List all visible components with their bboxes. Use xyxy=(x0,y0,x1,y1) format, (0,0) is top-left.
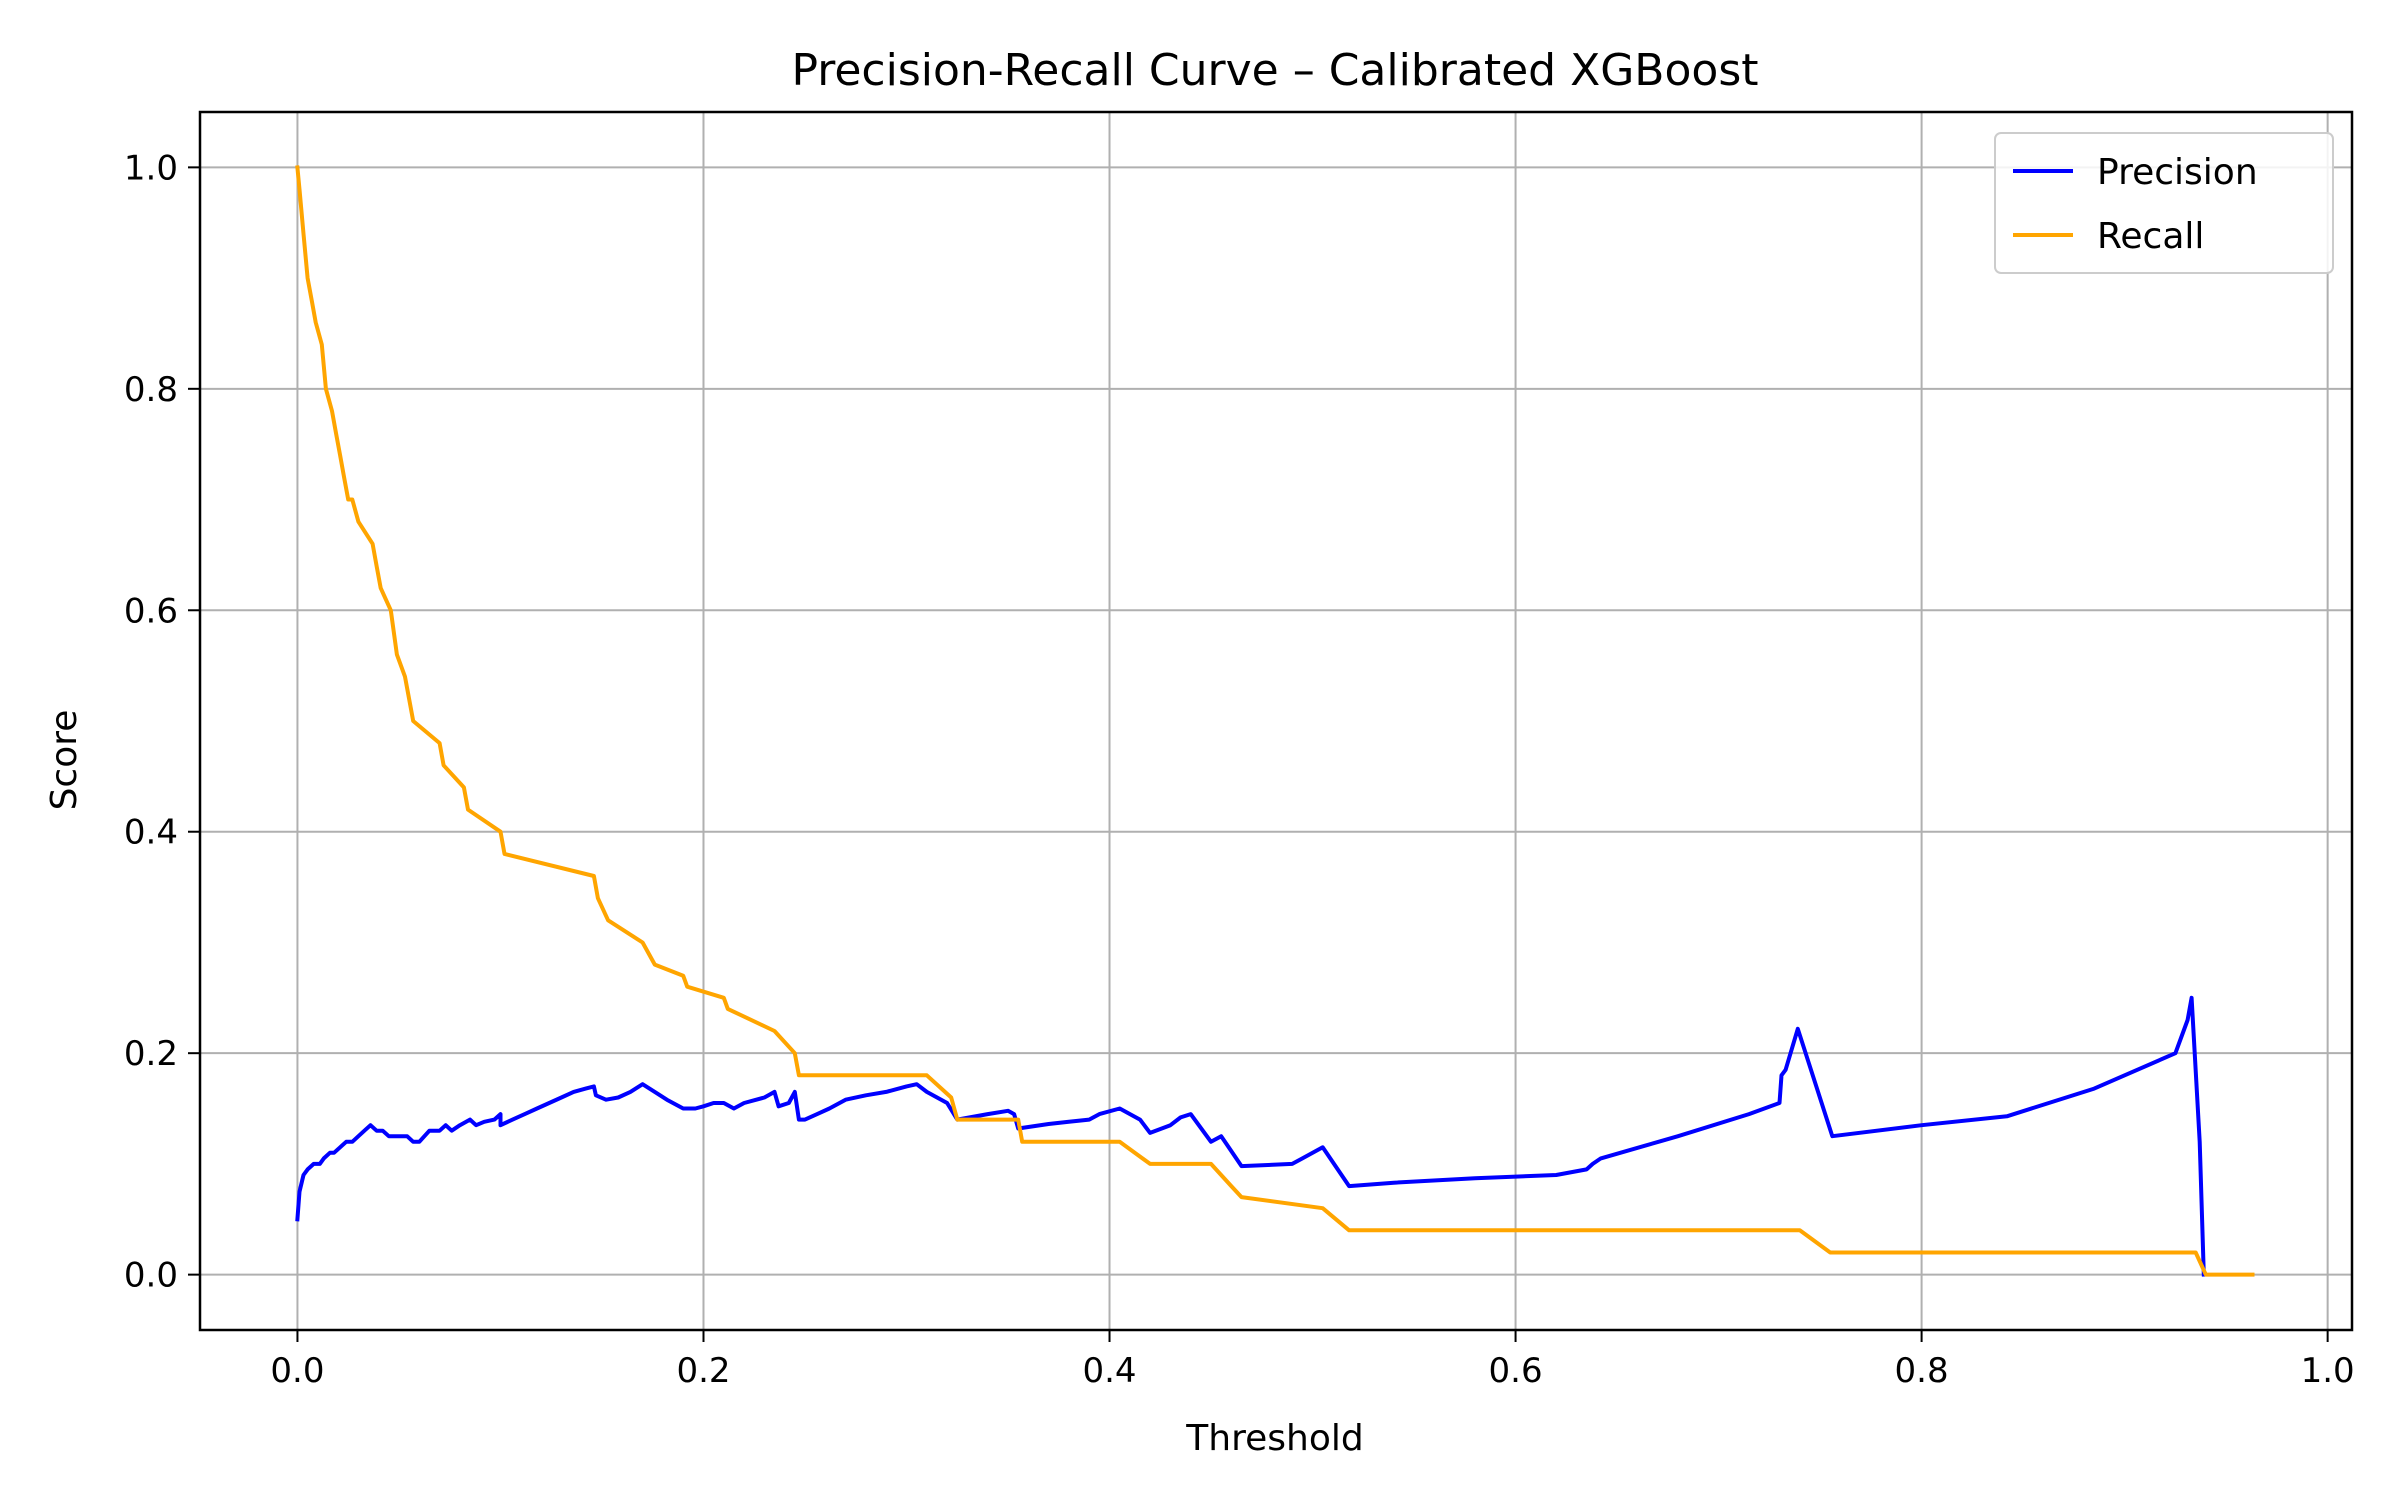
series-layer xyxy=(295,165,2255,1277)
legend-label-precision: Precision xyxy=(2097,152,2258,193)
x-tick-label: 0.8 xyxy=(1895,1351,1949,1391)
y-tick-label: 0.2 xyxy=(124,1034,178,1074)
x-tick-label: 0.0 xyxy=(270,1351,324,1391)
recall-line xyxy=(295,165,2255,1277)
x-axis-label: Threshold xyxy=(1185,1418,1363,1459)
y-tick-label: 0.8 xyxy=(124,370,178,410)
x-tick-label: 1.0 xyxy=(2301,1351,2355,1391)
legend: Precision Recall xyxy=(1994,132,2334,274)
plot-frame xyxy=(198,110,2354,1332)
x-tick-label: 0.2 xyxy=(676,1351,730,1391)
legend-label-recall: Recall xyxy=(2097,216,2204,257)
chart-title: Precision-Recall Curve – Calibrated XGBo… xyxy=(791,45,1758,96)
legend-box xyxy=(1994,132,2334,274)
x-tick-label: 0.6 xyxy=(1489,1351,1543,1391)
y-tick-label: 0.0 xyxy=(124,1256,178,1296)
ticks-layer: 0.0 0.2 0.4 0.6 0.8 1.0 0.0 0.2 0.4 0.6 0.8 1.0 xyxy=(124,148,2355,1391)
grid-layer xyxy=(200,112,2352,1330)
x-tick-label: 0.4 xyxy=(1082,1351,1136,1391)
y-tick-label: 0.6 xyxy=(124,591,178,631)
y-tick-label: 1.0 xyxy=(124,148,178,188)
precision-line xyxy=(295,995,2206,1277)
y-axis-label: Score xyxy=(44,710,85,811)
y-tick-label: 0.4 xyxy=(124,813,178,853)
